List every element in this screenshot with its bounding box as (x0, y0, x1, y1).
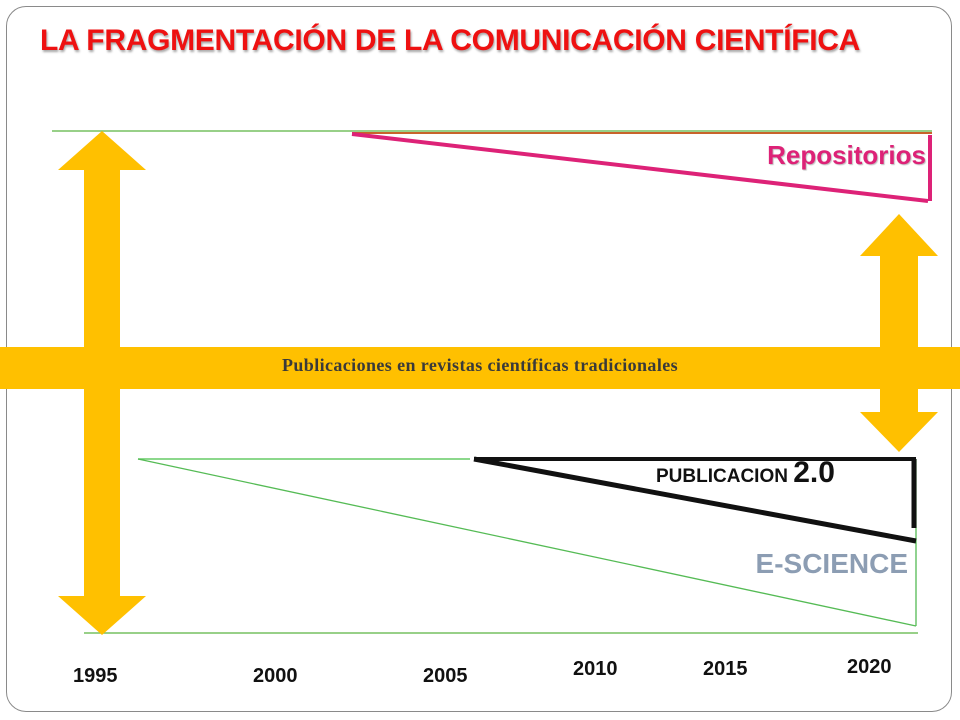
repositorios-wedge-slope (351, 132, 929, 203)
band-label: Publicaciones en revistas científicas tr… (281, 355, 679, 375)
year-label: 2000 (253, 665, 298, 687)
year-label: 1995 (73, 665, 118, 687)
publicacion-wedge-slope (473, 456, 917, 544)
repositorios-label: Repositorios (767, 140, 926, 170)
page-title: LA FRAGMENTACIÓN DE LA COMUNICACIÓN CIEN… (40, 24, 861, 57)
publicacion-text: PUBLICACION (656, 466, 794, 487)
publicacion-version: 2.0 (793, 456, 835, 489)
year-label: 2005 (423, 665, 468, 687)
right-double-arrow (860, 214, 938, 452)
publicacion-label: PUBLICACION 2.0 (656, 456, 835, 490)
year-label: 2015 (703, 658, 748, 680)
year-label: 2010 (573, 658, 618, 680)
traditional-journals-band (0, 347, 960, 389)
escience-wedge-slope (137, 458, 917, 627)
year-label: 2020 (847, 656, 892, 678)
escience-label: E-SCIENCE (755, 548, 908, 579)
